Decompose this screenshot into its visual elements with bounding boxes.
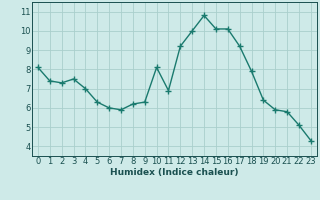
X-axis label: Humidex (Indice chaleur): Humidex (Indice chaleur): [110, 168, 239, 177]
